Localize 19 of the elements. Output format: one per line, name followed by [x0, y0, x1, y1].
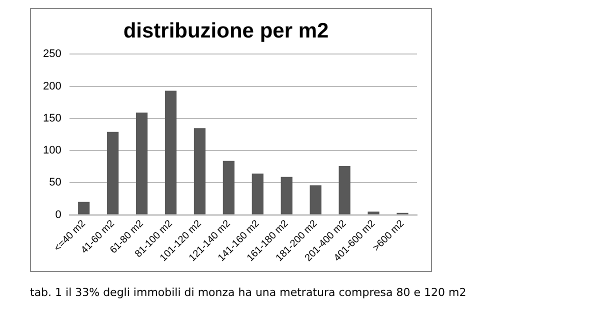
bar — [252, 174, 264, 214]
bar — [222, 160, 234, 214]
y-tick-label: 200 — [42, 80, 62, 92]
bar — [338, 166, 350, 214]
bar — [78, 202, 90, 214]
bar — [368, 212, 380, 214]
bar — [310, 185, 322, 214]
y-tick-label: 250 — [42, 48, 62, 60]
bar — [164, 90, 177, 214]
y-tick-label: 150 — [42, 112, 62, 124]
bar — [136, 112, 148, 214]
chart-title: distribuzione per m2 — [123, 19, 329, 42]
bar — [194, 128, 206, 214]
caption: tab. 1 il 33% degli immobili di monza ha una metratura compresa 80 e 120 m2 — [30, 286, 468, 299]
y-tick-label: 0 — [55, 208, 62, 221]
y-tick-label: 100 — [42, 144, 62, 157]
bar — [280, 176, 292, 214]
bar — [107, 132, 119, 214]
y-tick-label: 50 — [49, 176, 62, 189]
